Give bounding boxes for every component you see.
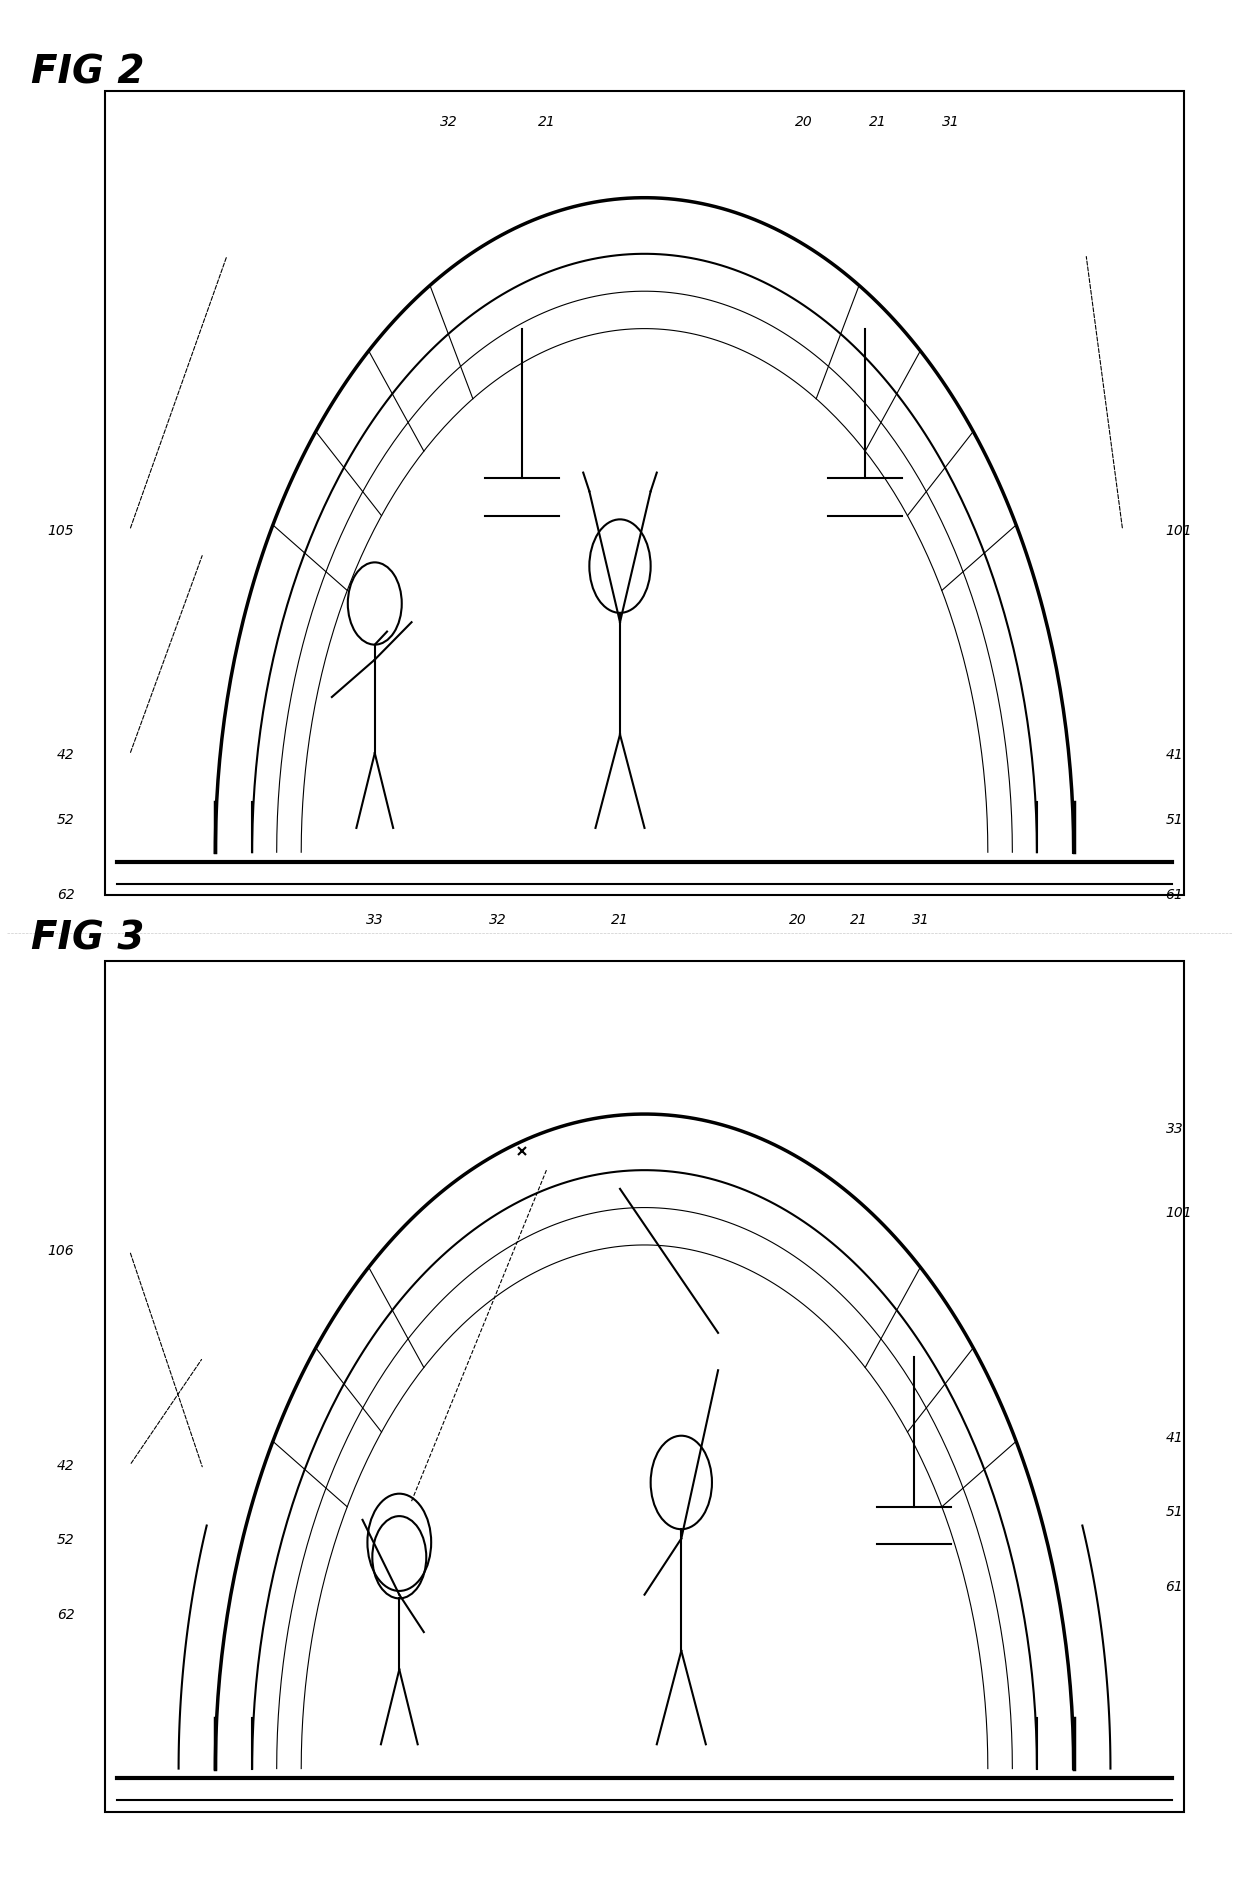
Text: 33: 33 <box>1166 1123 1183 1136</box>
Text: 51: 51 <box>1166 1505 1183 1519</box>
Text: 101: 101 <box>1166 1206 1192 1221</box>
Text: 42: 42 <box>57 748 74 761</box>
Text: 32: 32 <box>439 115 458 128</box>
Text: 52: 52 <box>57 814 74 827</box>
Text: 41: 41 <box>1166 748 1183 761</box>
Bar <box>105 961 1184 1812</box>
Text: 51: 51 <box>1166 814 1183 827</box>
Text: FIG 3: FIG 3 <box>31 919 145 957</box>
Text: FIG 2: FIG 2 <box>31 55 145 92</box>
Text: 61: 61 <box>1166 887 1183 902</box>
Text: 33: 33 <box>366 914 383 927</box>
Text: 21: 21 <box>538 115 556 128</box>
Text: 42: 42 <box>57 1458 74 1473</box>
Text: 21: 21 <box>611 914 629 927</box>
Text: 21: 21 <box>851 914 868 927</box>
Text: 41: 41 <box>1166 1430 1183 1445</box>
Bar <box>105 90 1184 895</box>
Text: 106: 106 <box>48 1243 74 1257</box>
Text: 32: 32 <box>489 914 506 927</box>
Text: 52: 52 <box>57 1534 74 1547</box>
Text: 62: 62 <box>57 1609 74 1622</box>
Text: 21: 21 <box>868 115 887 128</box>
Text: 20: 20 <box>789 914 807 927</box>
Text: 20: 20 <box>795 115 812 128</box>
Text: 31: 31 <box>942 115 960 128</box>
Text: 61: 61 <box>1166 1581 1183 1594</box>
Text: 62: 62 <box>57 887 74 902</box>
Text: 101: 101 <box>1166 524 1192 537</box>
Text: 105: 105 <box>48 524 74 537</box>
Text: 31: 31 <box>911 914 929 927</box>
